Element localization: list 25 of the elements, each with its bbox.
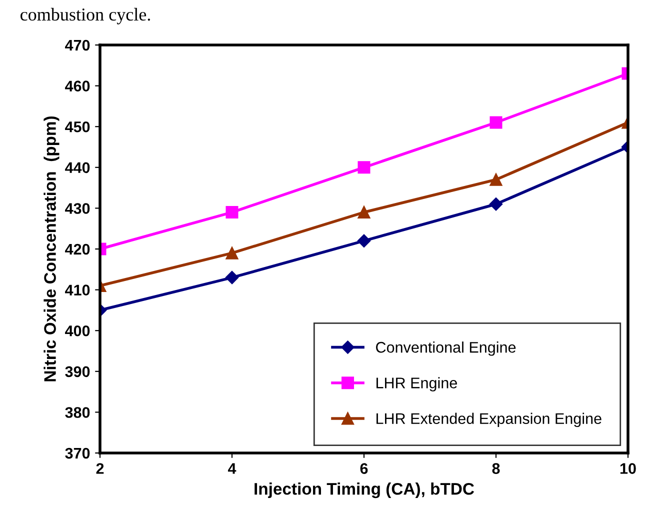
y-tick-label: 470 <box>65 40 90 51</box>
x-tick-label: 6 <box>360 463 368 474</box>
x-tick-label: 4 <box>228 463 236 474</box>
y-axis-title: Nitric Oxide Concentration (ppm) <box>44 116 60 382</box>
legend-label: LHR Extended Expansion Engine <box>376 412 602 428</box>
x-axis-title: Injection Timing (CA), bTDC <box>254 482 474 498</box>
point <box>357 234 371 248</box>
y-tick-label: 400 <box>65 325 90 336</box>
y-tick-label: 440 <box>65 162 90 174</box>
x-tick-label: 8 <box>492 463 500 474</box>
y-tick-label: 370 <box>65 448 90 459</box>
y-tick-label: 460 <box>65 80 90 92</box>
legend-label: LHR Engine <box>376 377 457 392</box>
text: combustion cycle. <box>20 8 150 24</box>
point <box>358 206 370 219</box>
y-tick-label: 430 <box>65 203 90 214</box>
y-tick-label: 410 <box>65 284 90 296</box>
point <box>358 161 370 174</box>
y-tick-label: 450 <box>65 121 90 132</box>
y-tick-label: 380 <box>65 407 90 418</box>
x-tick-label: 10 <box>620 463 636 474</box>
x-tick-label: 2 <box>96 463 104 474</box>
y-tick-label: 390 <box>65 366 90 378</box>
y-tick-label: 420 <box>65 244 90 255</box>
legend-label: Conventional Engine <box>376 342 516 356</box>
